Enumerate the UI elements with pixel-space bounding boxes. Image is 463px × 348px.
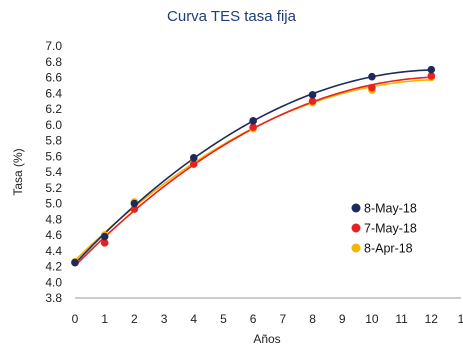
x-tick-label: 1 [101,312,108,326]
data-point [308,97,317,105]
y-tick-label: 3.8 [45,291,62,305]
y-tick-label: 7.0 [45,39,62,53]
x-axis-label: Años [253,332,280,346]
data-points [71,65,436,267]
x-tick-label: 11 [395,312,408,326]
data-point [368,72,376,81]
y-tick-label: 6.2 [45,102,62,116]
trendline-7-May-18 [74,76,432,267]
x-axis: 0 1 2 3 4 5 6 7 8 9 10 11 12 1 [72,312,463,326]
legend-label: 8-Apr-18 [364,242,413,256]
y-tick-label: 6.4 [45,86,62,100]
data-point [189,154,198,162]
x-tick-label: 6 [250,312,257,326]
y-tick-label: 4.4 [45,244,62,258]
x-tick-label: 0 [72,312,79,326]
x-tick-label: 5 [220,312,227,326]
legend-label: 8-May-18 [364,202,417,216]
data-point [71,258,79,267]
x-tick-label: 2 [131,312,138,326]
x-tick-label: 12 [425,312,439,326]
legend-label: 7-May-18 [364,222,417,236]
legend-marker [351,223,361,233]
chart-title: Curva TES tasa fija [167,8,296,25]
y-tick-label: 5.6 [45,149,62,163]
y-tick-label: 4.2 [45,260,62,274]
data-point [427,72,436,80]
data-point [249,117,257,125]
y-tick-label: 5.8 [45,134,62,148]
legend-marker [351,243,361,253]
data-point [427,65,436,74]
y-tick-label: 4.6 [45,228,62,242]
x-tick-label: 10 [365,312,379,326]
x-tick-label: 3 [161,312,168,326]
data-point [189,160,198,168]
y-tick-label: 5.4 [45,165,62,179]
legend-marker [351,203,361,213]
y-tick-label: 6.6 [45,71,62,85]
data-point [308,91,317,99]
data-point [249,123,257,131]
trendlines [74,69,432,267]
y-tick-label: 6.0 [45,118,62,132]
data-point [130,199,139,208]
data-point [130,205,139,213]
x-tick-label: 9 [339,312,346,326]
data-point [368,83,376,92]
data-point [100,232,109,241]
x-tick-label: 7 [280,312,287,326]
y-tick-label: 5.0 [45,197,62,211]
legend: 8-May-18 7-May-18 8-Apr-18 [351,202,417,256]
y-tick-label: 6.8 [45,55,62,69]
y-axis-label: Tasa (%) [11,148,25,195]
x-tick-label: 8 [309,312,316,326]
y-tick-label: 4.8 [45,212,62,226]
data-point [100,239,109,247]
y-tick-label: 4.0 [45,275,62,289]
y-tick-label: 5.2 [45,181,62,195]
x-tick-label: 4 [190,312,197,326]
x-tick-label: 1 [458,312,463,326]
y-axis: 3.8 4.04.2 4.4 4.6 4.85.0 5.2 5.4 5.65.8 6.0 6.2 6… [45,39,62,305]
